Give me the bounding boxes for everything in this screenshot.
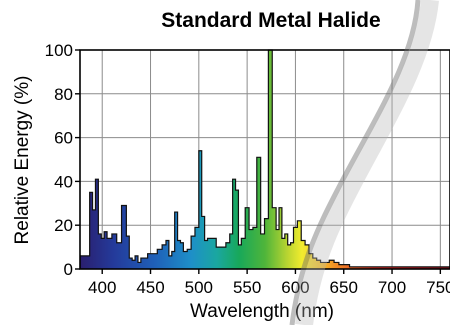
x-tick-label: 500	[185, 278, 213, 297]
y-tick-label: 100	[45, 41, 73, 60]
x-tick-label: 550	[233, 278, 261, 297]
spectrum-outline	[80, 49, 450, 268]
x-tick-label: 650	[330, 278, 358, 297]
axis-ticks	[75, 49, 442, 274]
spectrum-area	[80, 49, 450, 269]
y-tick-label: 0	[64, 260, 73, 279]
x-axis-label: Wavelength (nm)	[190, 301, 334, 322]
plot-frame	[79, 49, 450, 270]
y-tick-label: 80	[54, 85, 73, 104]
glare-streak	[289, 0, 421, 325]
y-tick-label: 40	[54, 172, 73, 191]
x-tick-label: 450	[136, 278, 164, 297]
x-tick-label: 400	[88, 278, 116, 297]
y-tick-labels: 0 20 40 60 80 100	[45, 41, 73, 279]
y-axis-label: Relative Energy (%)	[12, 76, 33, 245]
y-tick-label: 20	[54, 216, 73, 235]
chart-title: Standard Metal Halide	[161, 9, 380, 32]
gridlines	[80, 50, 450, 269]
glare-haze	[295, 0, 439, 325]
x-tick-label: 700	[378, 278, 406, 297]
y-tick-label: 60	[54, 129, 73, 148]
x-tick-label: 600	[281, 278, 309, 297]
x-tick-labels: 400 450 500 550 600 650 700 750	[88, 278, 450, 297]
x-tick-label: 750	[426, 278, 450, 297]
